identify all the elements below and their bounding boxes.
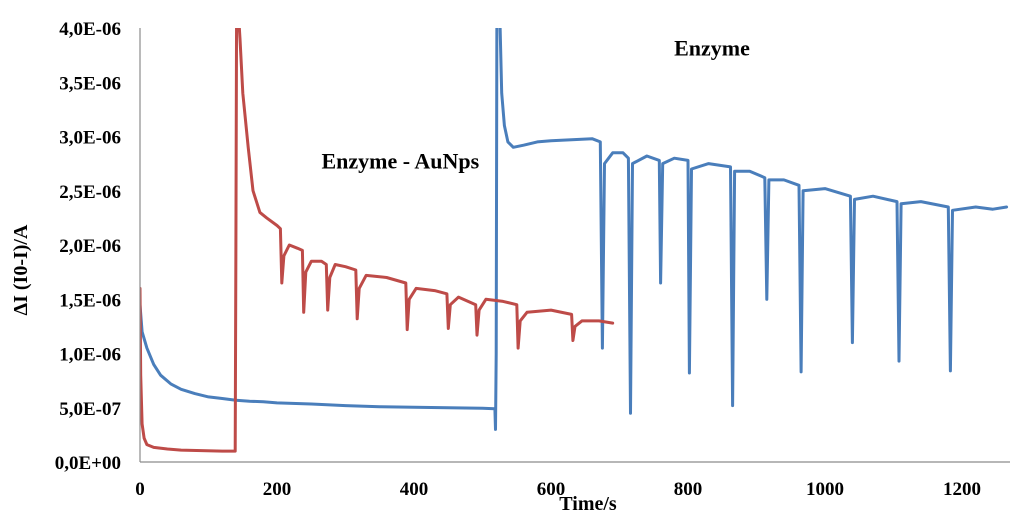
x-tick-label: 0 [135,479,145,500]
y-tick-label: 3,0E-06 [59,128,121,149]
x-axis-title: Time/s [559,493,617,515]
x-tick-label: 1200 [943,479,981,500]
x-tick-label: 200 [263,479,292,500]
y-tick-label: 2,5E-06 [59,182,121,203]
y-axis-title: ΔI (I0-I)/A [10,224,32,315]
x-tick-labels: 0 200 400 600 800 1000 1200 [135,479,981,500]
annotation-label: Enzyme - AuNps [321,148,479,173]
series-1 [140,28,615,453]
annotation-label: Enzyme [674,36,750,61]
series-0 [140,28,1009,431]
y-tick-label: 2,0E-06 [59,236,121,257]
x-tick-label: 800 [674,479,703,500]
y-tick-label: 3,5E-06 [59,73,121,94]
y-tick-label: 1,0E-06 [59,345,121,366]
y-tick-label: 0,0E+00 [55,453,121,474]
x-tick-label: 600 [537,479,566,500]
series-line [140,28,1009,431]
y-tick-label: 5,0E-07 [59,399,121,420]
x-tick-label: 400 [400,479,429,500]
x-tick-label: 1000 [806,479,844,500]
series-line [140,28,615,453]
y-tick-label: 1,5E-06 [59,290,121,311]
annotations: Enzyme Enzyme - AuNps [321,36,750,174]
series-layer [140,28,1009,453]
y-tick-label: 4,0E-06 [59,19,121,40]
y-tick-labels: 0,0E+00 5,0E-07 1,0E-06 1,5E-06 2,0E-06 2,5E-… [55,19,122,474]
